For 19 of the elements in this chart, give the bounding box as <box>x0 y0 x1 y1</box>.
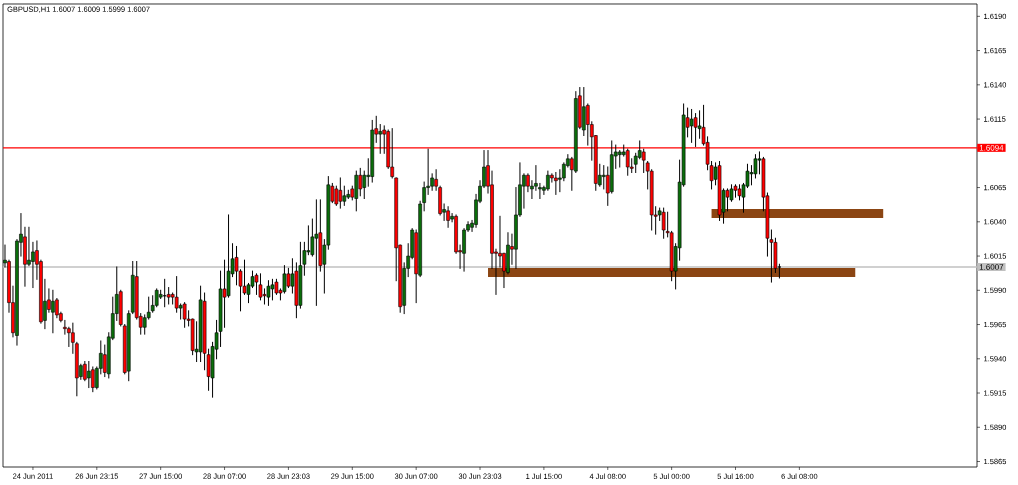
candlestick <box>362 170 367 200</box>
candlestick <box>338 177 343 209</box>
candlestick <box>689 108 694 143</box>
candlestick <box>91 366 95 393</box>
candlestick <box>87 361 91 389</box>
candlestick <box>51 289 55 334</box>
candlestick <box>266 280 271 306</box>
candlestick <box>354 170 359 212</box>
candlestick <box>446 206 450 228</box>
candlestick <box>334 185 339 206</box>
candlestick <box>378 124 383 154</box>
candlestick <box>554 171 558 195</box>
candlestick <box>725 188 730 212</box>
candlestick <box>258 273 263 301</box>
candlestick <box>286 267 291 289</box>
candlestick <box>546 170 550 191</box>
candlestick <box>601 165 606 190</box>
candlestick <box>262 288 267 305</box>
candlestick <box>358 167 363 197</box>
